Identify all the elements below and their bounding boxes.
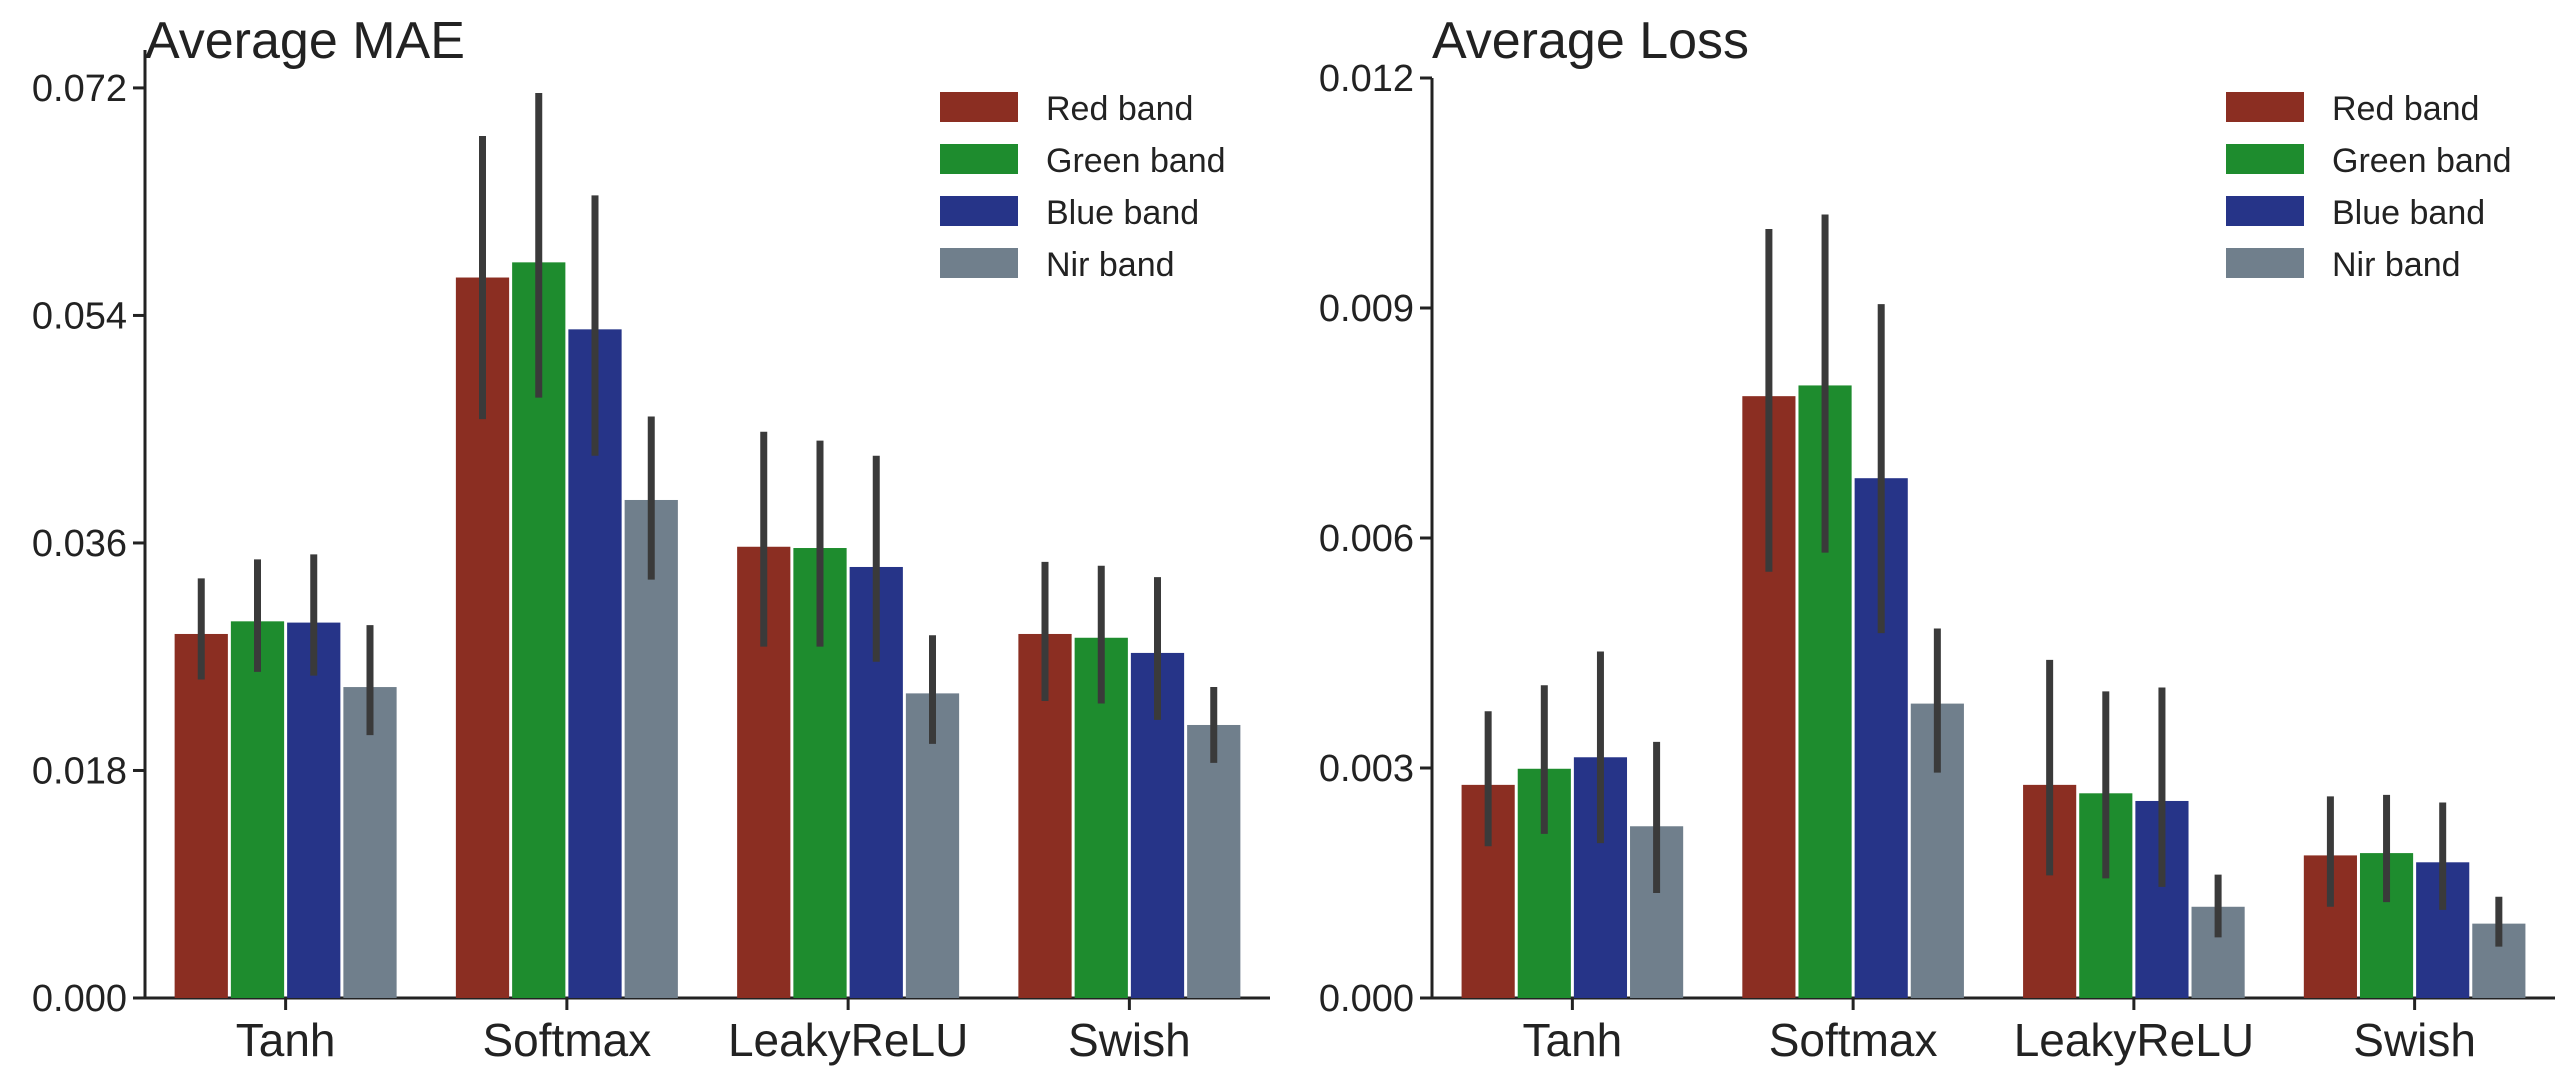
legend-swatch [2226,196,2304,226]
x-tick-label: Softmax [483,1014,652,1066]
x-tick-label: Swish [1068,1014,1191,1066]
bar-nir-band-leakyrelu [905,693,960,998]
legend-swatch [940,248,1018,278]
bar-red-band-tanh [174,633,228,998]
y-tick-label: 0.006 [1319,518,1414,560]
legend-swatch [2226,248,2304,278]
legend-label: Blue band [1046,194,1199,232]
bar-green-band-tanh [230,621,285,998]
x-tick-label: LeakyReLU [2014,1014,2254,1066]
y-tick-label: 0.018 [32,750,127,792]
legend-label: Blue band [2332,194,2485,232]
y-tick-label: 0.000 [32,978,127,1020]
y-tick-label: 0.054 [32,295,127,337]
legend-label: Red band [2332,90,2479,128]
y-tick-label: 0.009 [1319,288,1414,330]
legend-label: Nir band [1046,246,1175,284]
y-tick-label: 0.003 [1319,748,1414,790]
x-tick-label: Tanh [1523,1014,1623,1066]
bar-nir-band-swish [1187,724,1241,998]
y-tick-label: 0.072 [32,68,127,110]
chart-title: Average Loss [1432,12,1749,70]
y-tick-label: 0.036 [32,523,127,565]
legend-swatch [940,144,1018,174]
x-tick-label: Softmax [1769,1014,1938,1066]
chart-panel-2: Average Loss 0.000 0.003 0.006 0.009 0.012 Tan… [1319,12,2555,1066]
legend-swatch [2226,144,2304,174]
bar-nir-band-softmax [624,499,678,998]
legend-swatch [940,196,1018,226]
y-tick-label: 0.012 [1319,58,1414,100]
chart-panel-1: Average MAE 0.000 0.018 0.036 0.054 0.072 Tanh… [32,12,1270,1066]
chart-title: Average MAE [145,12,465,70]
x-tick-label: Tanh [236,1014,336,1066]
legend-swatch [2226,92,2304,122]
legend-label: Red band [1046,90,1193,128]
legend-swatch [940,92,1018,122]
bar-blue-band-tanh [287,622,341,998]
y-tick-label: 0.000 [1319,978,1414,1020]
legend-label: Green band [2332,142,2512,180]
x-tick-label: LeakyReLU [728,1014,968,1066]
legend-label: Green band [1046,142,1226,180]
x-tick-label: Swish [2353,1014,2476,1066]
legend-label: Nir band [2332,246,2461,284]
bar-nir-band-tanh [343,687,397,998]
